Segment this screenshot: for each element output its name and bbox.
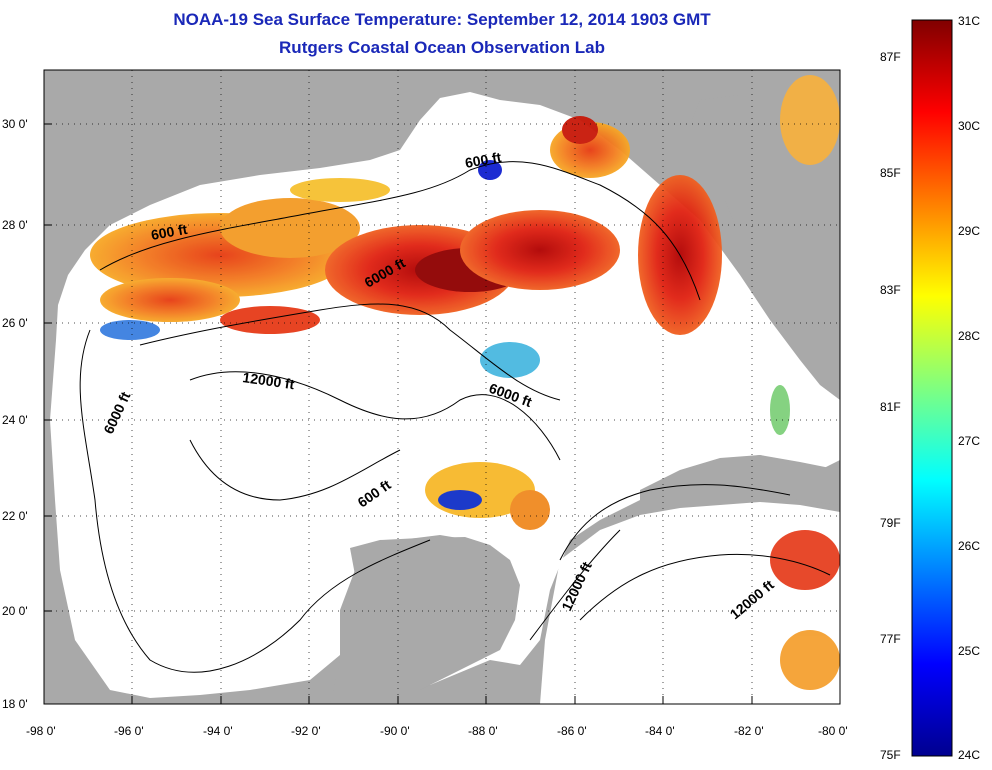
colorbar — [911, 19, 953, 757]
map-frame — [43, 69, 841, 705]
lat-label-22: 22 0' — [2, 509, 28, 523]
axis-ticks — [44, 123, 753, 704]
colorbar-c-24: 24C — [958, 748, 981, 762]
colorbar-f-75: 75F — [880, 748, 901, 762]
contour-label-600-west: 600 ft — [150, 221, 189, 243]
lat-label-20: 20 0' — [2, 604, 28, 618]
lon-label-80: -80 0' — [818, 724, 848, 738]
lon-label-90: -90 0' — [380, 724, 410, 738]
lat-label-28: 28 0' — [2, 218, 28, 232]
colorbar-c-31: 31C — [958, 14, 981, 28]
yucatan-peninsula — [330, 537, 520, 704]
lon-label-94: -94 0' — [203, 724, 233, 738]
lon-label-88: -88 0' — [468, 724, 498, 738]
caribbean — [540, 502, 840, 704]
sst-data — [90, 75, 840, 690]
colorbar-f-81: 81F — [880, 400, 901, 414]
map-subtitle: Rutgers Coastal Ocean Observation Lab — [279, 38, 605, 57]
colorbar-c-30: 30C — [958, 119, 981, 133]
colorbar-f-77: 77F — [880, 632, 901, 646]
lat-label-26: 26 0' — [2, 316, 28, 330]
colorbar-c-26: 26C — [958, 539, 981, 553]
colorbar-f-87: 87F — [880, 50, 901, 64]
lat-label-30: 30 0' — [2, 117, 28, 131]
colorbar-c-25: 25C — [958, 644, 981, 658]
colorbar-c-29: 29C — [958, 224, 981, 238]
contour-label-12000-central: 12000 ft — [242, 369, 296, 392]
colorbar-f-85: 85F — [880, 166, 901, 180]
bathymetry-contours — [79, 161, 831, 673]
colorbar-c-27: 27C — [958, 434, 981, 448]
colorbar-f-79: 79F — [880, 516, 901, 530]
map-title: NOAA-19 Sea Surface Temperature: Septemb… — [173, 10, 711, 29]
lat-label-18: 18 0' — [2, 697, 28, 711]
colorbar-c-28: 28C — [958, 329, 981, 343]
colorbar-f-83: 83F — [880, 283, 901, 297]
lon-label-98: -98 0' — [26, 724, 56, 738]
lon-label-92: -92 0' — [291, 724, 321, 738]
cuba — [640, 455, 840, 512]
lon-label-82: -82 0' — [734, 724, 764, 738]
contour-label-600-north: 600 ft — [464, 149, 503, 171]
lon-label-86: -86 0' — [557, 724, 587, 738]
lon-label-84: -84 0' — [645, 724, 675, 738]
lat-label-24: 24 0' — [2, 413, 28, 427]
lon-label-96: -96 0' — [114, 724, 144, 738]
graticule — [44, 70, 840, 704]
